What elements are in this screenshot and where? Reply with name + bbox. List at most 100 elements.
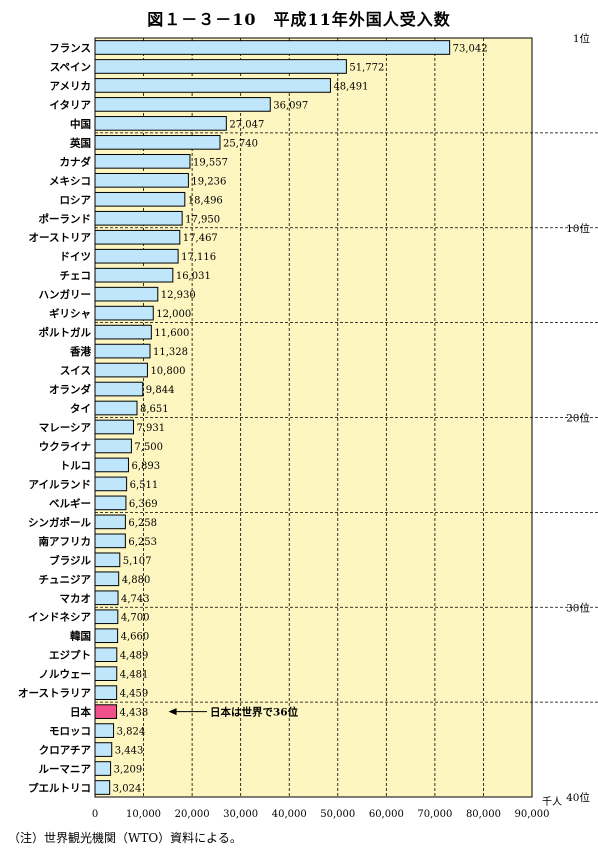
value-label: 4,459 [120, 689, 149, 700]
value-label: 6,511 [130, 480, 159, 491]
value-label: 19,236 [191, 176, 226, 187]
category-label: ブラジル [49, 554, 91, 567]
bar [94, 780, 111, 795]
category-label: 韓国 [70, 630, 91, 643]
bar [94, 381, 144, 397]
category-label: 香港 [69, 345, 91, 358]
bar [94, 191, 186, 207]
value-label: 12,000 [156, 309, 191, 320]
gridlines [95, 38, 598, 797]
value-label: 27,047 [229, 119, 264, 130]
bar [94, 571, 120, 587]
bar [94, 97, 271, 112]
category-label: フランス [49, 42, 91, 54]
value-label: 12,930 [161, 290, 196, 301]
bar [94, 267, 174, 283]
bar [94, 172, 189, 188]
value-label: 3,824 [117, 727, 146, 738]
bar [94, 495, 127, 511]
bar [94, 647, 118, 663]
value-label: 6,893 [131, 461, 160, 472]
value-label: 11,600 [154, 328, 189, 339]
annotation-arrow-head [168, 708, 177, 716]
rank-labels: 1位 10位 20位 30位 40位 [566, 32, 590, 804]
bar [94, 628, 119, 644]
category-label: ウクライナ [39, 441, 91, 453]
value-label: 17,950 [185, 214, 220, 225]
bar [94, 685, 118, 700]
value-label: 48,491 [333, 81, 368, 92]
category-label: ロシア [60, 194, 92, 206]
value-label: 3,209 [114, 765, 143, 776]
bar [94, 59, 347, 74]
value-label: 6,253 [128, 537, 157, 548]
category-label: オーストラリア [18, 688, 91, 700]
value-label: 19,557 [193, 157, 228, 168]
annotation-text: 日本は世界で36位 [210, 706, 299, 719]
rank-label: 40位 [566, 791, 590, 804]
x-tick-label: 80,000 [466, 809, 501, 820]
bar [94, 343, 151, 359]
bar [94, 248, 179, 264]
value-label: 25,740 [223, 138, 258, 149]
category-label: ベルギー [49, 497, 91, 510]
category-label: マレーシア [39, 422, 92, 434]
category-label: スペイン [50, 61, 91, 73]
x-tick-label: 70,000 [417, 809, 452, 820]
value-label: 5,107 [123, 556, 152, 567]
x-tick-label: 20,000 [175, 809, 210, 820]
value-label: 17,467 [183, 233, 218, 244]
category-label: ルーマニア [39, 764, 92, 776]
source-note: （注）世界観光機関（WTO）資料による。 [8, 831, 242, 845]
x-tick-label: 40,000 [272, 809, 307, 820]
bar [94, 476, 128, 492]
category-label: マカオ [60, 593, 92, 605]
value-label: 6,369 [129, 499, 158, 510]
rank-label: 1位 [573, 32, 591, 45]
bar [94, 761, 112, 776]
value-label: 36,097 [273, 100, 308, 111]
value-label: 10,800 [150, 366, 185, 377]
value-label: 3,443 [115, 746, 144, 757]
category-label: モロッコ [49, 726, 91, 738]
category-label: ドイツ [60, 251, 92, 263]
bar [94, 324, 152, 340]
bar [94, 514, 126, 530]
category-label: スイス [60, 365, 91, 377]
bar [94, 40, 451, 55]
category-label: 中国 [70, 117, 91, 130]
bar-highlight [94, 704, 118, 719]
category-label: 南アフリカ [39, 535, 92, 548]
category-label: オーストリア [29, 232, 92, 244]
bar [94, 78, 331, 93]
category-label: アメリカ [50, 80, 91, 92]
value-label: 16,031 [176, 271, 211, 282]
bar [94, 210, 183, 226]
bar [94, 533, 126, 549]
bar [94, 229, 181, 245]
value-label: 9,844 [146, 385, 175, 396]
category-label: ハンガリー [39, 288, 92, 301]
x-tick-label: 30,000 [223, 809, 258, 820]
rank-label: 30位 [566, 601, 590, 614]
value-label: 4,438 [120, 708, 149, 719]
category-label: エジプト [49, 649, 91, 662]
bars [94, 40, 451, 795]
bar [94, 286, 159, 302]
value-label: 18,496 [188, 195, 223, 206]
bar [94, 154, 191, 169]
value-label: 4,481 [120, 670, 149, 681]
bar [94, 742, 113, 757]
bar [94, 362, 148, 378]
value-label: 8,651 [140, 404, 169, 415]
category-label: トルコ [60, 460, 91, 472]
x-tick-label: 50,000 [320, 809, 355, 820]
value-label: 7,931 [137, 423, 166, 434]
value-label: 3,024 [113, 784, 142, 795]
category-label: ポーランド [39, 212, 92, 225]
bar [94, 419, 135, 435]
category-label: ノルウェー [39, 669, 92, 681]
category-label: アイルランド [29, 479, 91, 491]
plot-frame [94, 37, 533, 798]
value-label: 4,880 [122, 575, 151, 586]
